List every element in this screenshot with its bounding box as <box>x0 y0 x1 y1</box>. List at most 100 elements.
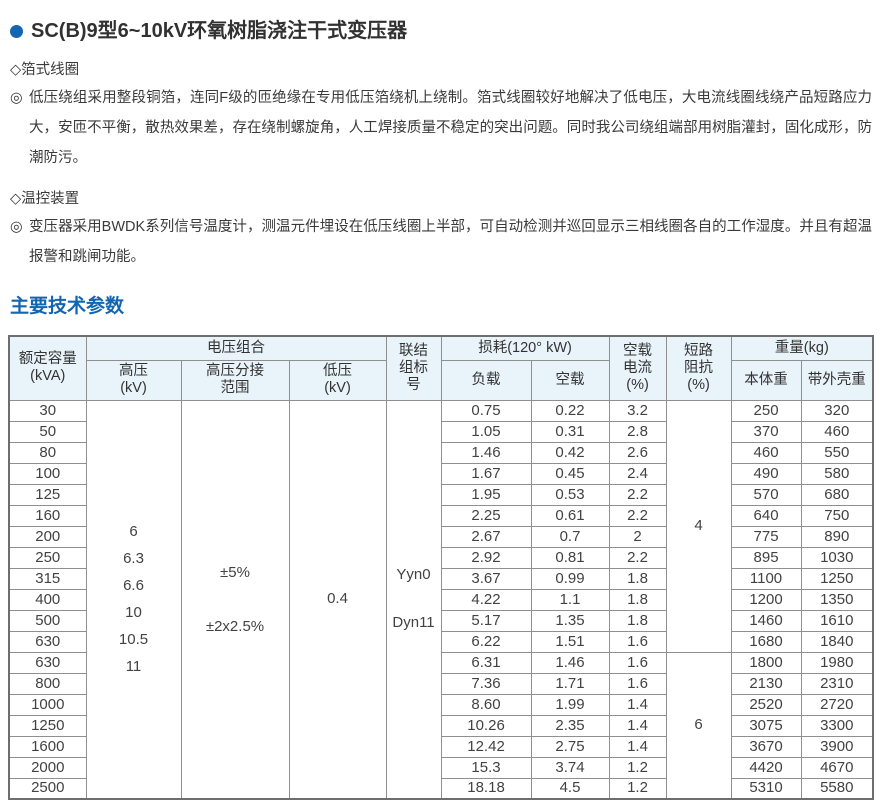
col-header-lv: 低压 (kV) <box>288 359 387 401</box>
table-cell: 890 <box>800 525 874 548</box>
table-cell: 315 <box>8 567 87 590</box>
feature-heading-label: 温控装置 <box>21 191 80 207</box>
table-cell: 3.2 <box>608 399 667 422</box>
table-cell: 10.26 <box>440 714 532 737</box>
table-cell: 200 <box>8 525 87 548</box>
table-row: 630 6.22 1.51 1.6 1680 1840 <box>8 630 874 653</box>
table-cell: 3.67 <box>440 567 532 590</box>
feature-heading-label: 箔式线圈 <box>21 62 80 78</box>
table-cell: 550 <box>800 441 874 464</box>
table-cell: 4.5 <box>530 777 610 800</box>
table-cell: 50 <box>8 420 87 443</box>
feature-text: 变压器采用BWDK系列信号温度计，测温元件埋设在低压线圈上半部，可自动检测并巡回… <box>29 219 872 265</box>
table-cell: 680 <box>800 483 874 506</box>
table-row: 1600 12.42 2.75 1.4 3670 3900 <box>8 735 874 758</box>
table-cell: 2.8 <box>608 420 667 443</box>
table-cell: 30 <box>8 399 87 422</box>
col-header-tap-range: 高压分接 范围 <box>180 359 290 401</box>
table-cell: 1000 <box>8 693 87 716</box>
table-cell: 1610 <box>800 609 874 632</box>
table-cell: 80 <box>8 441 87 464</box>
table-cell: 12.42 <box>440 735 532 758</box>
table-cell: 460 <box>800 420 874 443</box>
table-cell: 1.51 <box>530 630 610 653</box>
table-row: 160 2.25 0.61 2.2 640 750 <box>8 504 874 527</box>
table-cell: 250 <box>8 546 87 569</box>
table-cell: 3900 <box>800 735 874 758</box>
table-cell: 750 <box>800 504 874 527</box>
bullet-dot-icon <box>10 24 23 38</box>
table-cell: 4420 <box>730 756 802 779</box>
col-header-body-weight: 本体重 <box>730 359 802 401</box>
table-cell: 1250 <box>800 567 874 590</box>
table-cell: 2000 <box>8 756 87 779</box>
circle-bullet-icon: ◎ <box>10 90 23 106</box>
col-header-hv: 高压 (kV) <box>85 359 182 401</box>
col-header-weight: 重量(kg) <box>730 335 874 361</box>
table-cell: 570 <box>730 483 802 506</box>
table-cell: 1030 <box>800 546 874 569</box>
table-cell: 2.67 <box>440 525 532 548</box>
table-cell: 0.7 <box>530 525 610 548</box>
table-cell: 6.31 <box>440 651 532 674</box>
diamond-icon: ◇ <box>10 62 22 78</box>
feature-foil-coil: ◇箔式线圈 ◎ 低压绕组采用整段铜箔，连同F级的匝绝缘在专用低压箔绕机上绕制。箔式… <box>8 60 872 173</box>
table-cell: 1.2 <box>608 777 667 800</box>
table-cell: 320 <box>800 399 874 422</box>
table-cell: 580 <box>800 462 874 485</box>
table-cell: 1.8 <box>608 588 667 611</box>
table-cell: 1.8 <box>608 609 667 632</box>
page-title: SC(B)9型6~10kV环氧树脂浇注干式变压器 <box>31 20 408 42</box>
table-row: 2000 15.3 3.74 1.2 4420 4670 <box>8 756 874 779</box>
table-cell: 1.95 <box>440 483 532 506</box>
table-cell: 0.4 <box>288 399 387 800</box>
table-cell: 2720 <box>800 693 874 716</box>
table-cell: 800 <box>8 672 87 695</box>
table-cell: 2.4 <box>608 462 667 485</box>
table-cell: 0.53 <box>530 483 610 506</box>
table-cell: 3.74 <box>530 756 610 779</box>
table-cell: 2.92 <box>440 546 532 569</box>
section-title-params: 主要技术参数 <box>10 296 125 317</box>
table-cell: 1.4 <box>608 714 667 737</box>
table-cell: 0.42 <box>530 441 610 464</box>
table-row: 100 1.67 0.45 2.4 490 580 <box>8 462 874 485</box>
table-cell: 2.6 <box>608 441 667 464</box>
table-cell: 1680 <box>730 630 802 653</box>
table-cell: 0.61 <box>530 504 610 527</box>
col-header-vector-group: 联结 组标 号 <box>385 335 442 401</box>
product-title-row: SC(B)9型6~10kV环氧树脂浇注干式变压器 <box>10 18 872 44</box>
table-cell: 1.46 <box>530 651 610 674</box>
table-cell: 125 <box>8 483 87 506</box>
table-cell: ±5% ±2x2.5% <box>180 399 290 800</box>
table-cell: 2.35 <box>530 714 610 737</box>
table-cell: 1.05 <box>440 420 532 443</box>
feature-heading: ◇箔式线圈 <box>10 60 872 80</box>
table-cell: 1600 <box>8 735 87 758</box>
table-cell: 0.45 <box>530 462 610 485</box>
table-cell: 1350 <box>800 588 874 611</box>
table-cell: 1.6 <box>608 651 667 674</box>
table-body: 30 6 6.3 6.6 10 10.5 11 ±5% ±2x2.5% 0.4 Yyn0… <box>8 399 874 800</box>
table-row: 800 7.36 1.71 1.6 2130 2310 <box>8 672 874 695</box>
table-cell: 1200 <box>730 588 802 611</box>
table-cell: 5.17 <box>440 609 532 632</box>
table-cell: 8.60 <box>440 693 532 716</box>
table-cell: 2520 <box>730 693 802 716</box>
table-row: 125 1.95 0.53 2.2 570 680 <box>8 483 874 506</box>
table-cell: 2.75 <box>530 735 610 758</box>
table-cell: 250 <box>730 399 802 422</box>
table-cell: 6 6.3 6.6 10 10.5 11 <box>85 399 182 800</box>
table-cell: 1.2 <box>608 756 667 779</box>
table-cell: 4670 <box>800 756 874 779</box>
table-cell: 6.22 <box>440 630 532 653</box>
table-cell: 1840 <box>800 630 874 653</box>
table-row: 500 5.17 1.35 1.8 1460 1610 <box>8 609 874 632</box>
table-cell: 0.81 <box>530 546 610 569</box>
col-header-voltage-combo: 电压组合 <box>85 335 387 361</box>
table-row: 50 1.05 0.31 2.8 370 460 <box>8 420 874 443</box>
table-cell: 1.71 <box>530 672 610 695</box>
table-cell: 1.35 <box>530 609 610 632</box>
table-cell: 3300 <box>800 714 874 737</box>
feature-text: 低压绕组采用整段铜箔，连同F级的匝绝缘在专用低压箔绕机上绕制。箔式线圈较好地解决… <box>29 90 872 166</box>
